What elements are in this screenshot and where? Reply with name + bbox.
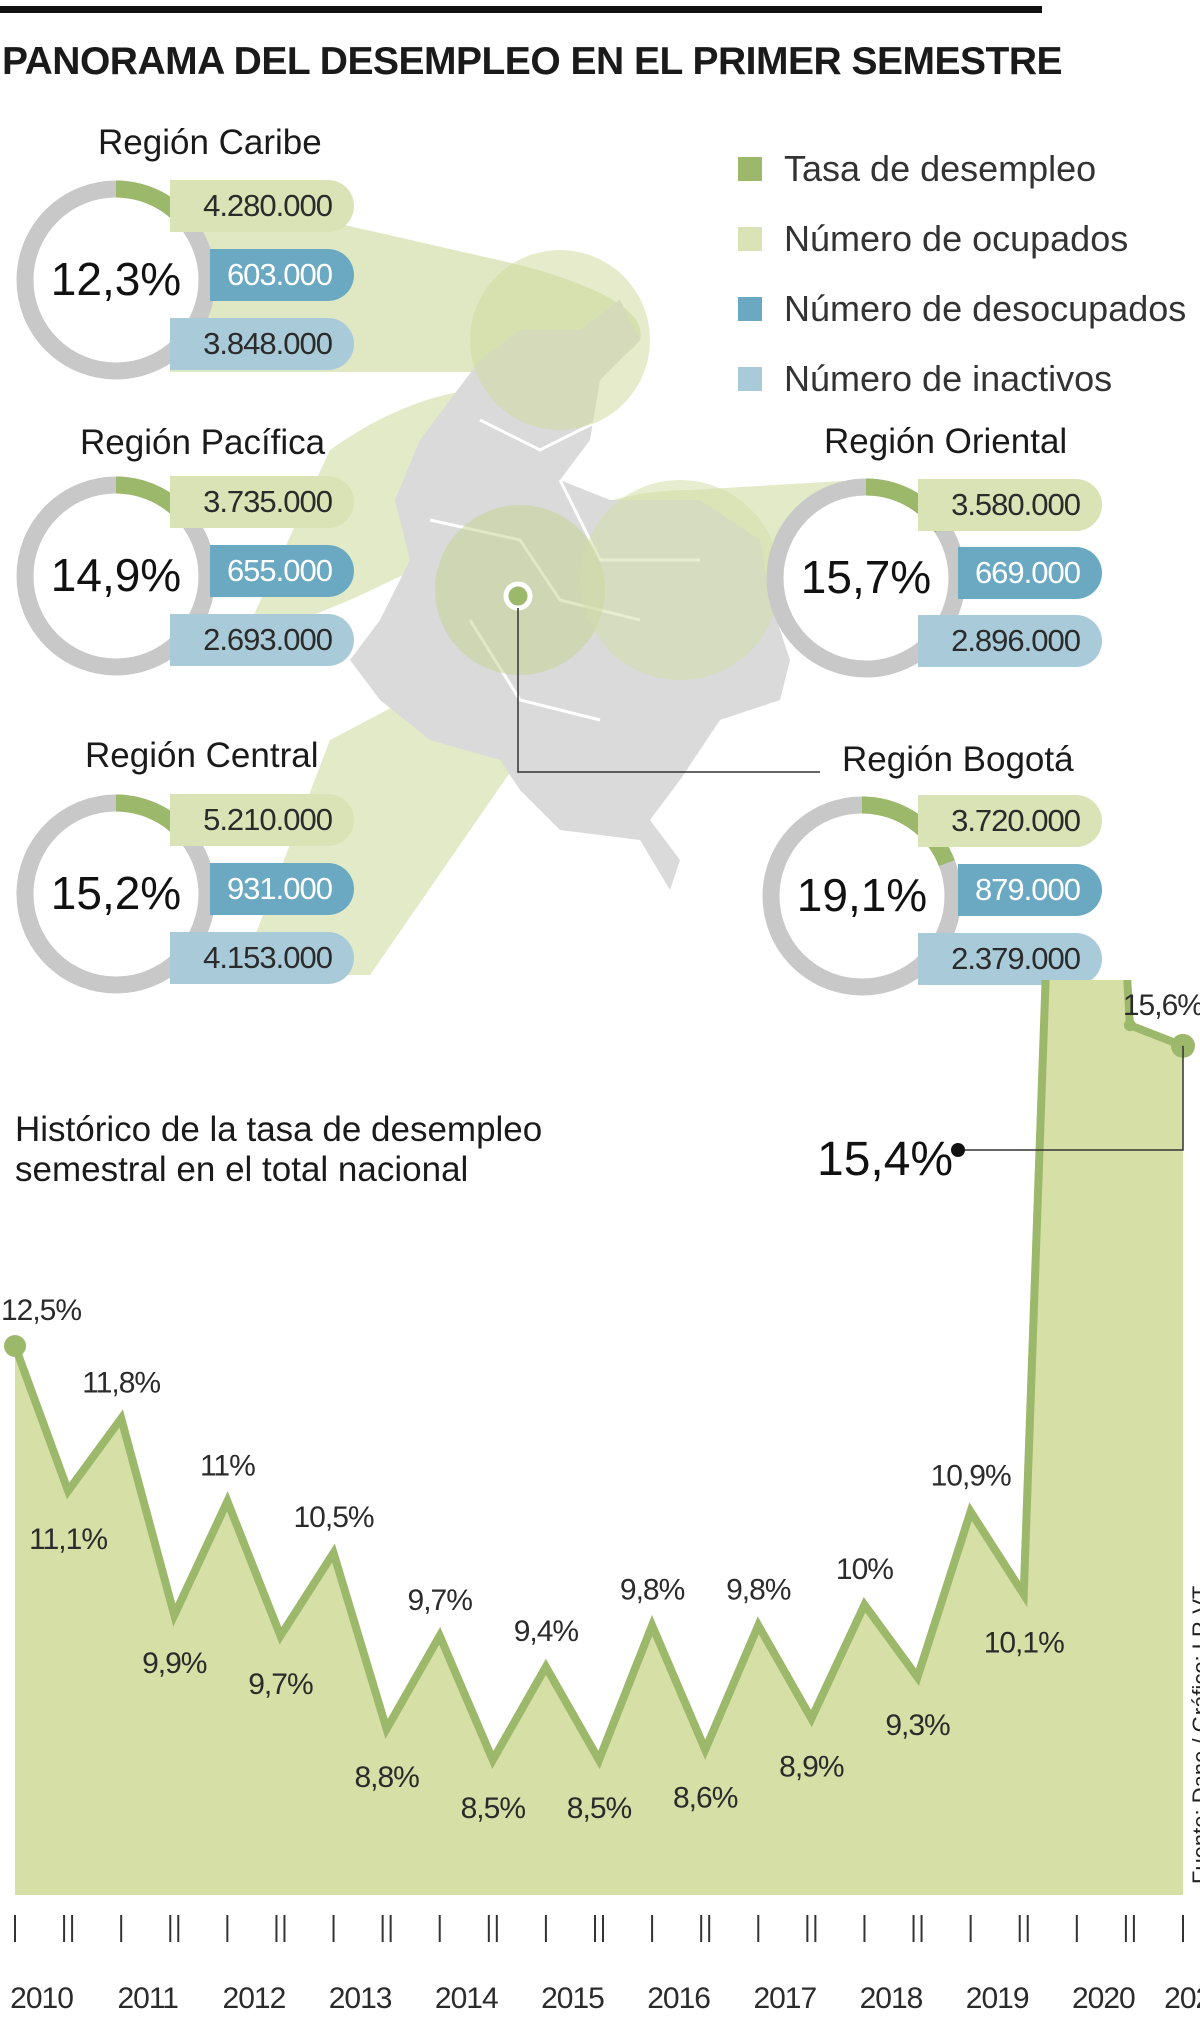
year-label: 2014 [435,1982,498,2015]
caribe-occupied-pill: 4.280.000 [170,180,354,232]
oriental-rate: 15,7% [800,551,932,603]
history-title-line2: semestral en el total nacional [15,1150,469,1189]
ring-rate-arc [762,796,962,996]
latest-value-label: 15,4% [817,1133,954,1186]
pacifica-occupied-pill: 3.735.000 [170,476,354,528]
legend-item: Tasa de desempleo [738,134,1186,204]
central-unemployed-pill: 931.000 [210,863,354,915]
year-label: 2015 [541,1982,604,2015]
legend-item: Número de inactivos [738,344,1186,414]
data-label: 11,8% [82,1366,160,1399]
data-label: 9,8% [726,1573,791,1606]
data-label: 9,8% [620,1573,685,1606]
legend-swatch-occupied [738,227,762,251]
point-2020-ii [1123,1019,1136,1032]
year-label: 2013 [329,1982,392,2015]
legend-swatch-inactive [738,367,762,391]
bogota-rate: 19,1% [796,869,928,921]
history-title: Histórico de la tasa de desempleo semest… [15,1110,542,1190]
central-inactive-pill: 4.153.000 [170,932,354,984]
ring-rate-arc [16,794,216,994]
caribe-region-circle [470,250,650,430]
year-label: 2011 [117,1982,178,2015]
page-title: PANORAMA DEL DESEMPLEO EN EL PRIMER SEME… [2,40,1063,83]
point-first [4,1335,26,1357]
data-label: 10,5% [294,1501,374,1534]
data-label: 8,5% [567,1792,632,1825]
data-label: 15,6% [1123,989,1200,1022]
legend-label: Número de inactivos [784,358,1113,399]
legend-swatch-unemployment-rate [738,157,762,181]
data-label: 8,9% [779,1751,844,1784]
data-label: 10,9% [931,1460,1011,1493]
year-label: 2019 [966,1982,1029,2015]
data-label: 9,9% [142,1647,207,1680]
data-label: 11,1% [29,1523,107,1556]
source-credit: Fuente: Dane / Gráfico: LR-VT [1188,1585,1200,1884]
year-label: 2017 [753,1982,816,2015]
legend-label: Tasa de desempleo [784,148,1097,189]
data-label: 9,7% [248,1668,313,1701]
central-rate: 15,2% [50,867,182,919]
legend: Tasa de desempleo Número de ocupados Núm… [738,134,1186,414]
caribe-rate: 12,3% [50,253,182,305]
oriental-occupied-pill: 3.580.000 [918,479,1102,531]
pacifica-inactive-pill: 2.693.000 [170,614,354,666]
year-label: 2012 [223,1982,286,2015]
caribe-inactive-pill: 3.848.000 [170,318,354,370]
latest-callout-line [958,1045,1184,1151]
legend-item: Número de ocupados [738,204,1186,274]
year-label: 2020 [1072,1982,1135,2015]
data-label: 9,3% [885,1709,950,1742]
data-label: 9,7% [408,1584,473,1617]
data-label: 12,5% [1,1294,81,1327]
data-label: 8,5% [461,1792,526,1825]
caribe-unemployed-pill: 603.000 [210,249,354,301]
region-pacifica-title: Región Pacífica [80,423,326,462]
year-label: 2016 [647,1982,710,2015]
area-fill [15,980,1183,1895]
history-title-line1: Histórico de la tasa de desempleo [15,1110,543,1149]
bogota-occupied-pill: 3.720.000 [918,795,1102,847]
data-label: 10% [836,1553,893,1586]
oriental-region-circle [580,480,780,680]
region-rings [16,180,966,996]
pacifica-unemployed-pill: 655.000 [210,545,354,597]
data-label: 8,8% [354,1761,419,1794]
legend-item: Número de desocupados [738,274,1186,344]
region-oriental-title: Región Oriental [824,422,1068,461]
oriental-inactive-pill: 2.896.000 [918,615,1102,667]
region-central-title: Región Central [85,736,319,775]
region-bogota-title: Región Bogotá [842,740,1074,779]
data-label: 10,1% [984,1626,1064,1659]
ring-rate-arc [16,180,216,380]
year-label: 2010 [10,1982,73,2015]
bogota-leader-line [517,608,820,773]
ring-rate-arc [766,478,966,678]
region-caribe-title: Región Caribe [98,123,322,162]
central-occupied-pill: 5.210.000 [170,794,354,846]
oriental-unemployed-pill: 669.000 [958,547,1102,599]
point-last [1171,1033,1195,1058]
top-rule [0,6,1042,13]
legend-swatch-unemployed [738,297,762,321]
year-label: 2021 [1164,1982,1200,2015]
legend-label: Número de ocupados [784,218,1129,259]
pacifica-rate: 14,9% [50,549,182,601]
bogota-inactive-pill: 2.379.000 [918,933,1102,985]
ring-rate-arc [16,476,216,676]
series-line [11,980,1185,1770]
bogota-unemployed-pill: 879.000 [958,864,1102,916]
data-label: 9,4% [514,1615,579,1648]
data-label: 11% [200,1449,255,1482]
latest-callout-dot [951,1143,965,1157]
legend-label: Número de desocupados [784,288,1187,329]
data-label: 8,6% [673,1782,738,1815]
unemployment-history-chart: 12,5% 11,1% 11,8% 9,9% 11% 9,7% 10,5% 8,8% 9,7% 8… [1,980,1200,2015]
year-label: 2018 [860,1982,923,2015]
